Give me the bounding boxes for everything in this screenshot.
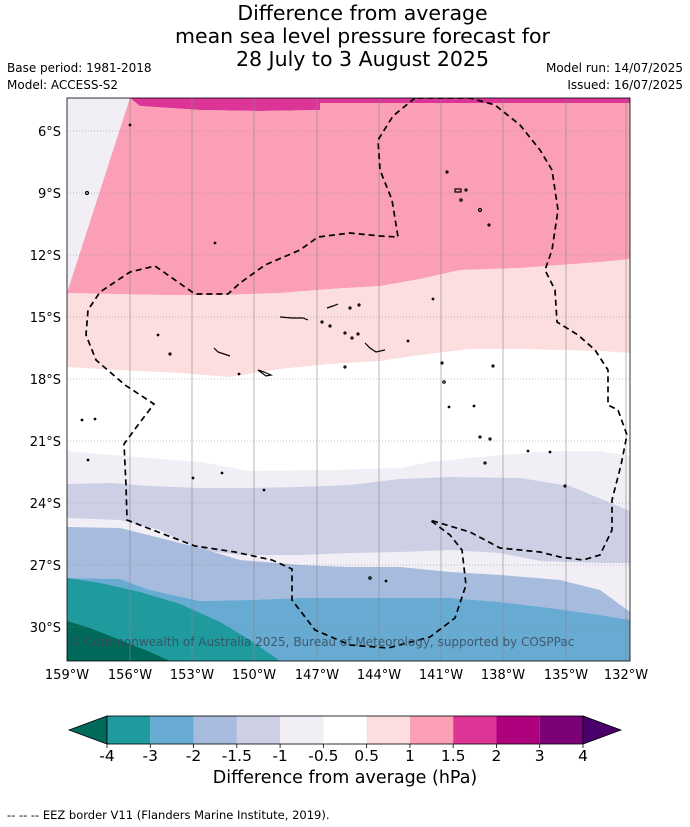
lat-label: 30°S — [30, 621, 61, 636]
lon-axis: 159°W 156°W 153°W 150°W 147°W 144°W 141°… — [45, 668, 648, 683]
issued-date: Issued: 16/07/2025 — [567, 78, 683, 92]
colorbar-segment — [496, 716, 540, 744]
lat-label: 15°S — [30, 311, 61, 326]
lon-label: 141°W — [419, 668, 463, 683]
band-plus-0.5-1 — [67, 349, 630, 471]
gridlines — [67, 98, 630, 661]
band-plus-1.5-2 — [67, 98, 630, 295]
band-minus-4-3 — [67, 621, 170, 661]
lon-label: 156°W — [108, 668, 152, 683]
colorbar-tick-label: 4 — [578, 747, 588, 765]
colorbar-tick-label: 3 — [535, 747, 545, 765]
title-line-3: 28 July to 3 August 2025 — [235, 47, 490, 71]
band-minus-1.5-1 — [67, 527, 630, 620]
lon-label: 153°W — [170, 668, 214, 683]
lat-label: 24°S — [30, 497, 61, 512]
colorbar-tick-label: -4 — [99, 747, 114, 765]
colorbar-segment — [193, 716, 237, 744]
colorbar-tick-label: -0.5 — [308, 747, 338, 765]
lon-label: 138°W — [481, 668, 525, 683]
colorbar-title: Difference from average (hPa) — [212, 768, 478, 788]
map-title: Difference from average mean sea level p… — [0, 2, 690, 71]
colorbar-segment — [539, 716, 583, 744]
title-line-1: Difference from average — [237, 1, 488, 25]
colorbar-tick-label: 1 — [405, 747, 415, 765]
colorbar-segment — [409, 716, 454, 744]
colorbar-tick-label: -1 — [272, 747, 287, 765]
colorbar: -4 -3 -2 -1.5 -1 -0.5 0.5 1 1.5 2 3 4 — [67, 715, 623, 765]
colorbar-segment — [366, 716, 410, 744]
island-outlines — [80, 123, 567, 583]
lon-label: 135°W — [544, 668, 588, 683]
lat-label: 12°S — [30, 249, 61, 264]
lon-label: 150°W — [232, 668, 276, 683]
map-frame — [66, 97, 631, 662]
colorbar-segment — [236, 716, 281, 744]
lon-label: 132°W — [604, 668, 648, 683]
colorbar-tick-label: 0.5 — [354, 747, 379, 765]
colorbar-frame — [106, 715, 584, 745]
lon-label: 159°W — [45, 668, 89, 683]
colorbar-tick-label: 2 — [492, 747, 502, 765]
lat-label: 9°S — [38, 187, 61, 202]
colorbar-tick-label: -3 — [143, 747, 158, 765]
band-plus-2-3 — [67, 98, 630, 111]
lat-label: 21°S — [30, 435, 61, 450]
base-period: Base period: 1981-2018 — [7, 61, 152, 75]
colorbar-segment — [150, 716, 194, 744]
colorbar-segment — [280, 716, 324, 744]
model-run: Model run: 14/07/2025 — [545, 61, 683, 75]
copyright-notice: © Commonwealth of Australia 2025, Bureau… — [69, 635, 574, 649]
map-panel — [67, 98, 630, 661]
lat-axis: 6°S 9°S 12°S 15°S 18°S 21°S 24°S 27°S 30… — [30, 125, 61, 636]
colorbar-tick-label: 1.5 — [441, 747, 466, 765]
eez-boundary — [85, 98, 628, 649]
lat-label: 6°S — [38, 125, 61, 140]
meta-left: Base period: 1981-2018 Model: ACCESS-S2 — [7, 60, 152, 94]
colorbar-tick-label: -2 — [186, 747, 201, 765]
colorbar-segment — [323, 716, 367, 744]
colorbar-segment — [453, 716, 497, 744]
meta-right: Model run: 14/07/2025 Issued: 16/07/2025 — [546, 60, 683, 94]
colorbar-extend-high — [582, 715, 623, 745]
colorbar-extend-low — [67, 715, 108, 745]
lon-label: 144°W — [357, 668, 401, 683]
lat-label: 18°S — [30, 373, 61, 388]
title-line-2: mean sea level pressure forecast for — [175, 24, 550, 48]
footer-note: -- -- -- EEZ border V11 (Flanders Marine… — [7, 808, 330, 822]
lat-label: 27°S — [30, 559, 61, 574]
lon-label: 147°W — [295, 668, 339, 683]
colorbar-segment — [107, 716, 151, 744]
model-name: Model: ACCESS-S2 — [7, 78, 119, 92]
band-plus-1-1.5 — [67, 259, 630, 377]
colorbar-tick-label: -1.5 — [222, 747, 252, 765]
